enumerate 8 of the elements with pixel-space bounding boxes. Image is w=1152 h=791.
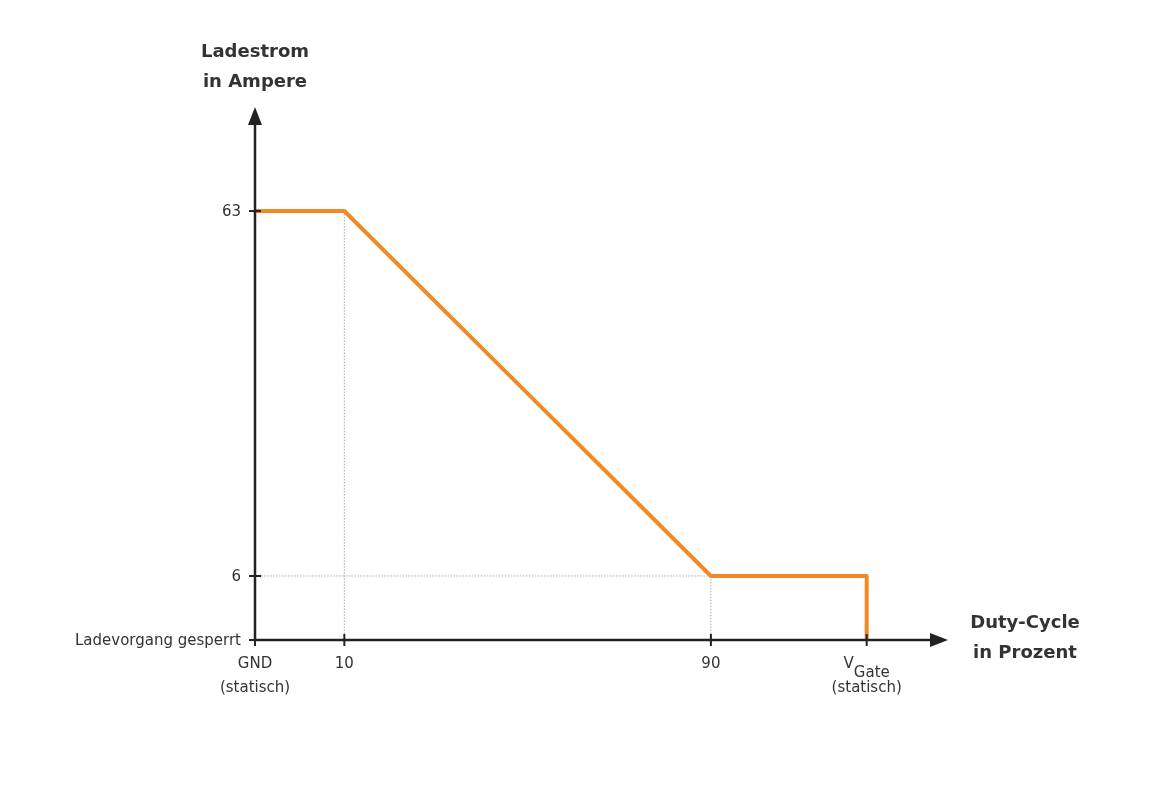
y-tick-label: 6 xyxy=(231,566,241,585)
y-axis-title: Ladestrom in Ampere xyxy=(200,40,310,91)
x-tick-label: 90 xyxy=(701,654,721,672)
x-axis-title: Duty-Cycle in Prozent xyxy=(970,611,1080,662)
y-tick-label: Ladevorgang gesperrt xyxy=(74,631,242,649)
y-tick-label: 63 xyxy=(221,202,241,221)
x-tick-label: GND (statisch) xyxy=(219,654,291,696)
x-tick-label: 10 xyxy=(334,654,354,672)
